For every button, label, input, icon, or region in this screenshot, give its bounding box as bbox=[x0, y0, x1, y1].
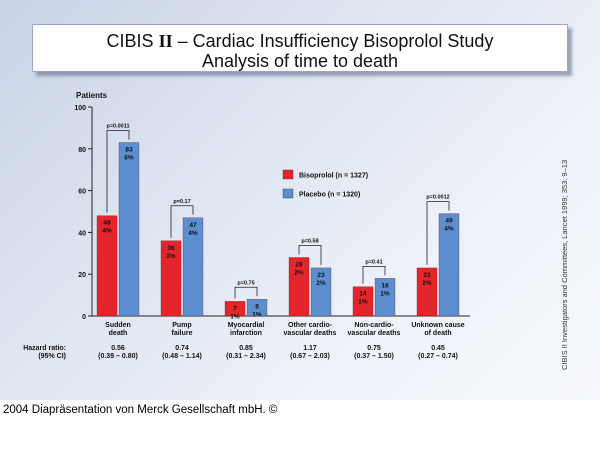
y-tick-label: 20 bbox=[78, 272, 86, 279]
bar-percent-label: 2% bbox=[294, 269, 304, 276]
category-label: of death bbox=[424, 330, 451, 337]
hazard-ci-value: (0.37 – 1.50) bbox=[354, 353, 394, 360]
hazard-ratio-value: 1.17 bbox=[303, 345, 317, 352]
p-value-label: p=0.17 bbox=[173, 199, 190, 205]
bar-value-label: 36 bbox=[167, 245, 175, 252]
bar-percent-label: 1% bbox=[380, 290, 390, 297]
hazard-ci-value: (0.67 – 2.03) bbox=[290, 353, 330, 360]
p-value-label: p=0.58 bbox=[301, 238, 318, 244]
y-tick-label: 40 bbox=[78, 230, 86, 237]
copyright-footer: 2004 Diapräsentation von Merck Gesellsch… bbox=[3, 404, 278, 416]
bar-value-label: 8 bbox=[255, 303, 259, 310]
hazard-ratio-value: 0.85 bbox=[239, 345, 253, 352]
legend-label: Bisoprolol (n = 1327) bbox=[299, 173, 368, 180]
bar-placebo bbox=[182, 217, 204, 317]
bar-value-label: 83 bbox=[125, 147, 133, 154]
p-value-bracket bbox=[234, 286, 258, 299]
title-dash: – bbox=[177, 31, 188, 51]
bar-value-label: 28 bbox=[295, 261, 303, 268]
bar-chart: Patients020406080100484%836%p=0.0011Sudd… bbox=[23, 91, 470, 360]
hazard-ci-label: (95% CI) bbox=[38, 353, 66, 360]
p-value-bracket bbox=[170, 205, 194, 238]
bar-bisoprolol bbox=[416, 267, 438, 317]
bar-placebo bbox=[246, 299, 268, 317]
hazard-ci-value: (0.31 – 2.34) bbox=[226, 353, 266, 360]
bar-value-label: 47 bbox=[189, 222, 197, 229]
hazard-ratio-value: 0.75 bbox=[367, 345, 381, 352]
bar-placebo bbox=[374, 278, 396, 317]
p-value-label: p=0.0012 bbox=[426, 195, 449, 201]
hazard-ratio-value: 0.56 bbox=[111, 345, 125, 352]
category-label: vascular deaths bbox=[348, 330, 401, 337]
y-tick-label: 80 bbox=[78, 147, 86, 154]
title-box: CIBIS II – Cardiac Insufficiency Bisopro… bbox=[32, 24, 568, 72]
bar-value-label: 49 bbox=[445, 218, 453, 225]
bar-bisoprolol bbox=[288, 257, 310, 317]
bar-percent-label: 1% bbox=[230, 313, 240, 320]
category-label: infarction bbox=[230, 330, 262, 337]
bar-percent-label: 6% bbox=[124, 155, 134, 162]
bar-percent-label: 4% bbox=[188, 230, 198, 237]
bar-percent-label: 1% bbox=[252, 311, 262, 318]
bar-placebo bbox=[438, 213, 460, 317]
bar-value-label: 7 bbox=[233, 305, 237, 312]
hazard-ratio-value: 0.74 bbox=[175, 345, 189, 352]
hazard-ci-value: (0.27 – 0.74) bbox=[418, 353, 458, 360]
category-label: Pump bbox=[172, 322, 191, 329]
p-value-label: p=0.0011 bbox=[106, 124, 129, 130]
bar-bisoprolol bbox=[352, 286, 374, 317]
slide-title: CIBIS II – Cardiac Insufficiency Bisopro… bbox=[33, 31, 567, 51]
hazard-ratio-value: 0.45 bbox=[431, 345, 445, 352]
bar-bisoprolol bbox=[224, 301, 246, 317]
bar-percent-label: 2% bbox=[316, 280, 326, 287]
bar-percent-label: 3% bbox=[166, 253, 176, 260]
bar-percent-label: 2% bbox=[422, 280, 432, 287]
bar-value-label: 18 bbox=[381, 282, 389, 289]
bar-value-label: 23 bbox=[423, 272, 431, 279]
bar-placebo bbox=[310, 267, 332, 317]
title-roman: II bbox=[158, 31, 173, 51]
p-value-label: p=0.75 bbox=[237, 280, 254, 286]
bar-value-label: 48 bbox=[103, 220, 111, 227]
hazard-ci-value: (0.39 – 0.80) bbox=[98, 353, 138, 360]
legend-swatch-bisoprolol bbox=[282, 169, 294, 180]
category-label: Sudden bbox=[105, 322, 131, 329]
legend-swatch-placebo bbox=[282, 188, 294, 199]
bar-bisoprolol bbox=[160, 240, 182, 317]
bar-percent-label: 1% bbox=[358, 299, 368, 306]
category-label: failure bbox=[171, 330, 192, 337]
category-label: Non-cardio- bbox=[354, 322, 394, 329]
y-tick-label: 60 bbox=[78, 189, 86, 196]
title-prefix: CIBIS bbox=[106, 31, 154, 51]
category-label: Unknown cause bbox=[411, 322, 464, 329]
y-axis-label: Patients bbox=[76, 91, 108, 100]
slide-background: CIBIS II – Cardiac Insufficiency Bisopro… bbox=[0, 0, 600, 400]
bar-placebo bbox=[118, 142, 140, 317]
citation: CIBIS II Investigators and Committees, L… bbox=[560, 159, 569, 370]
bar-percent-label: 4% bbox=[102, 228, 112, 235]
category-label: Myocardial bbox=[228, 322, 265, 329]
category-label: Other cardio- bbox=[288, 322, 333, 329]
y-tick-label: 0 bbox=[82, 314, 86, 321]
p-value-bracket bbox=[426, 201, 450, 265]
p-value-bracket bbox=[298, 245, 322, 265]
bar-value-label: 23 bbox=[317, 272, 325, 279]
category-label: vascular deaths bbox=[284, 330, 337, 337]
bar-bisoprolol bbox=[96, 215, 118, 317]
p-value-bracket bbox=[362, 265, 386, 284]
title-rest: Cardiac Insufficiency Bisoprolol Study bbox=[192, 31, 494, 51]
p-value-label: p=0.41 bbox=[365, 259, 382, 265]
legend-label: Placebo (n = 1320) bbox=[299, 192, 360, 199]
bar-percent-label: 4% bbox=[444, 226, 454, 233]
hazard-ci-value: (0.48 – 1.14) bbox=[162, 353, 202, 360]
y-tick-label: 100 bbox=[74, 105, 86, 112]
p-value-bracket bbox=[106, 130, 130, 213]
category-label: death bbox=[109, 330, 128, 337]
bar-value-label: 14 bbox=[359, 291, 367, 298]
hazard-ratio-label: Hazard ratio: bbox=[23, 345, 66, 352]
slide-subtitle: Analysis of time to death bbox=[201, 51, 399, 71]
